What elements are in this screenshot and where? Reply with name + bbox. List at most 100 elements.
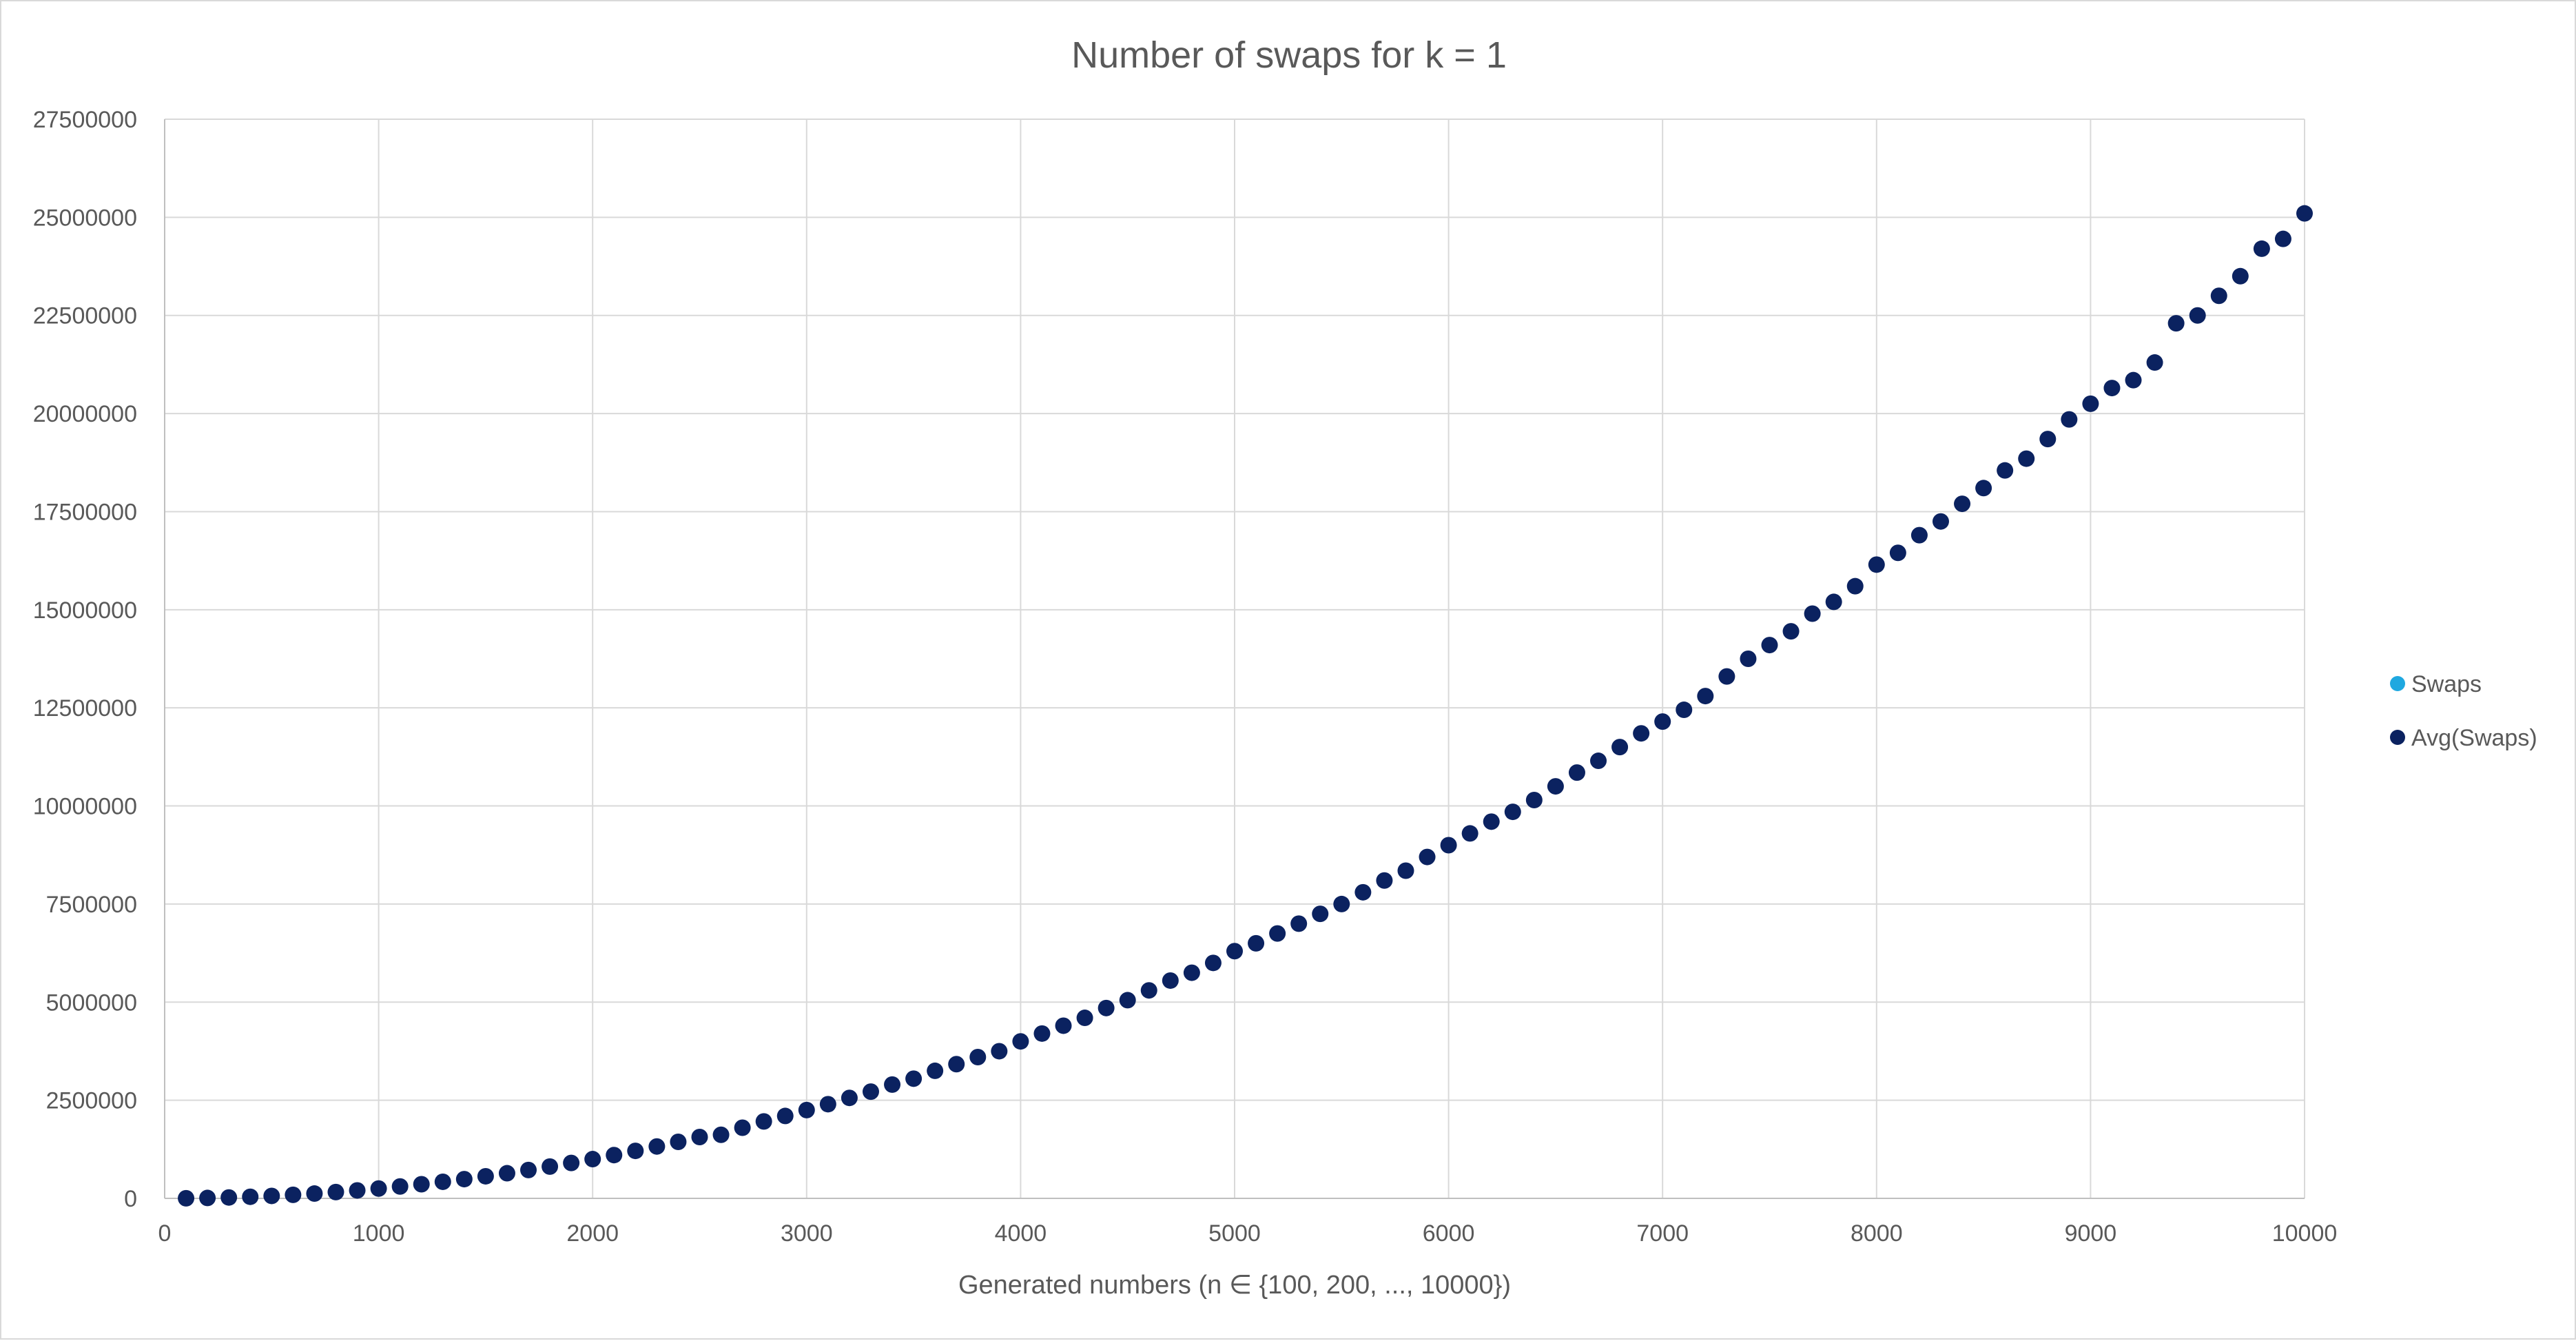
data-point xyxy=(434,1173,451,1190)
data-point xyxy=(1140,982,1157,999)
y-tick-label: 15000000 xyxy=(33,597,137,624)
x-tick-label: 0 xyxy=(158,1220,172,1247)
data-point xyxy=(1590,753,1607,770)
y-tick-label: 5000000 xyxy=(46,990,137,1016)
data-point xyxy=(691,1129,708,1146)
data-point xyxy=(1183,964,1200,981)
data-point xyxy=(2146,354,2163,371)
data-point xyxy=(1055,1017,1072,1034)
data-point xyxy=(1568,764,1585,781)
data-point xyxy=(1761,637,1778,654)
data-point xyxy=(734,1119,751,1136)
data-point xyxy=(1525,792,1543,809)
data-point xyxy=(1162,972,1179,989)
data-point xyxy=(2253,240,2270,257)
data-point xyxy=(1312,905,1329,923)
data-point xyxy=(542,1158,559,1175)
data-point xyxy=(327,1183,344,1200)
data-point xyxy=(1012,1033,1029,1050)
data-point xyxy=(1397,862,1414,879)
data-point xyxy=(1718,668,1735,685)
data-point xyxy=(413,1176,430,1193)
data-point xyxy=(477,1167,494,1185)
tick-labels: 0 2500000 5000000 7500000 10000000 12500000 15… xyxy=(33,107,2338,1247)
data-point xyxy=(1782,623,1800,640)
data-point xyxy=(948,1056,965,1073)
data-point xyxy=(841,1089,858,1107)
data-point xyxy=(1954,495,1971,513)
data-point xyxy=(905,1070,923,1087)
data-point xyxy=(1547,778,1564,795)
data-point xyxy=(1269,925,1286,942)
legend-item[interactable]: Avg(Swaps) xyxy=(2390,725,2537,751)
data-point xyxy=(1910,526,1928,544)
data-point xyxy=(349,1182,366,1199)
axes xyxy=(164,119,2305,1199)
data-point xyxy=(2082,395,2099,412)
data-point xyxy=(755,1113,772,1130)
data-point xyxy=(2039,431,2057,448)
data-point xyxy=(627,1143,644,1160)
x-axis-title: Generated numbers (n ∈ {100, 200, ..., 1… xyxy=(958,1271,1511,1300)
gridlines xyxy=(165,119,2305,1198)
data-point xyxy=(1889,544,1906,562)
data-point xyxy=(563,1154,580,1171)
data-point xyxy=(1226,943,1243,960)
data-point xyxy=(584,1151,601,1168)
data-point xyxy=(798,1101,815,1118)
data-point xyxy=(498,1165,515,1182)
data-point xyxy=(1333,895,1350,912)
y-tick-label: 10000000 xyxy=(33,794,137,820)
data-point xyxy=(1119,992,1136,1009)
data-point xyxy=(306,1185,323,1202)
x-tick-label: 1000 xyxy=(353,1220,405,1247)
data-point xyxy=(370,1180,387,1197)
x-tick-label: 6000 xyxy=(1423,1220,1475,1247)
data-point xyxy=(1376,872,1393,889)
data-point xyxy=(1654,713,1671,730)
data-point xyxy=(1440,837,1457,854)
legend-marker-icon xyxy=(2390,730,2405,745)
data-point xyxy=(391,1178,409,1195)
data-point xyxy=(1076,1010,1093,1027)
legend-label: Swaps xyxy=(2411,671,2482,697)
data-point xyxy=(199,1189,216,1207)
y-tick-label: 17500000 xyxy=(33,499,137,525)
x-tick-label: 10000 xyxy=(2272,1220,2338,1247)
data-point xyxy=(1633,725,1650,742)
data-point xyxy=(2018,450,2035,467)
y-tick-label: 0 xyxy=(124,1186,137,1212)
x-tick-label: 8000 xyxy=(1851,1220,1903,1247)
data-point xyxy=(263,1187,280,1205)
data-point xyxy=(1932,513,1949,530)
data-point xyxy=(2167,315,2185,332)
data-point xyxy=(670,1133,687,1150)
data-point xyxy=(1033,1025,1051,1042)
legend-item[interactable]: Swaps xyxy=(2390,671,2482,697)
data-point xyxy=(2232,267,2249,285)
legend-marker-icon xyxy=(2390,676,2405,691)
x-tick-label: 2000 xyxy=(566,1220,619,1247)
data-point xyxy=(1290,915,1308,932)
data-point xyxy=(2061,411,2078,428)
data-point xyxy=(1461,825,1478,842)
data-point xyxy=(455,1171,473,1188)
legend[interactable]: Swaps Avg(Swaps) xyxy=(2390,671,2537,751)
data-point xyxy=(178,1189,195,1207)
data-point xyxy=(819,1096,836,1113)
data-point xyxy=(862,1083,879,1101)
y-tick-label: 20000000 xyxy=(33,401,137,427)
data-point xyxy=(648,1138,666,1155)
data-point xyxy=(1098,999,1115,1016)
y-tick-label: 27500000 xyxy=(33,107,137,133)
data-point xyxy=(2296,205,2313,222)
data-point xyxy=(1248,934,1265,952)
data-point xyxy=(1697,688,1714,705)
data-point xyxy=(1204,954,1222,972)
data-point xyxy=(927,1062,944,1079)
data-point xyxy=(1997,462,2014,479)
data-point xyxy=(220,1189,238,1206)
y-tick-label: 22500000 xyxy=(33,303,137,329)
data-point xyxy=(1504,803,1521,821)
